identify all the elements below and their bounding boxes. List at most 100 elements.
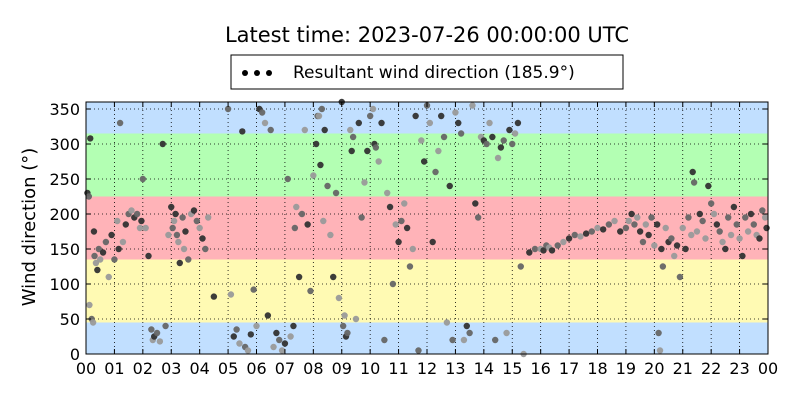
data-point-229 <box>725 214 732 221</box>
data-point-222 <box>705 182 712 190</box>
data-point-166 <box>509 140 516 148</box>
data-point-37 <box>162 322 169 330</box>
data-point-228 <box>722 245 729 253</box>
data-point-197 <box>642 221 650 228</box>
data-point-217 <box>690 179 698 186</box>
x-tick-label-3: 03 <box>161 359 181 378</box>
data-point-122 <box>384 189 391 197</box>
legend: Resultant wind direction (185.9°) <box>230 54 624 90</box>
y-tick-label-0: 0 <box>70 345 80 364</box>
data-point-40 <box>169 224 176 232</box>
data-point-153 <box>472 200 479 207</box>
data-point-132 <box>412 112 419 120</box>
data-point-194 <box>634 214 641 221</box>
data-point-200 <box>651 242 658 249</box>
data-point-119 <box>375 158 382 165</box>
data-point-139 <box>432 168 439 176</box>
data-point-14 <box>105 273 112 281</box>
x-tick-label-7: 07 <box>275 359 295 378</box>
data-point-183 <box>582 230 590 237</box>
data-point-28 <box>139 175 147 183</box>
data-point-52 <box>193 217 201 225</box>
data-point-140 <box>435 147 442 155</box>
data-point-202 <box>655 329 662 337</box>
data-point-143 <box>443 319 451 326</box>
data-point-15 <box>108 231 115 239</box>
data-point-113 <box>361 179 368 186</box>
data-point-25 <box>133 210 141 218</box>
data-point-87 <box>304 221 311 228</box>
data-point-41 <box>170 217 178 225</box>
x-tick-label-19: 19 <box>616 359 636 378</box>
data-point-240 <box>756 235 763 242</box>
data-point-238 <box>750 221 757 228</box>
data-point-12 <box>99 249 107 256</box>
data-point-162 <box>497 144 505 151</box>
data-point-106 <box>344 329 351 337</box>
data-point-164 <box>503 329 510 337</box>
data-point-120 <box>378 119 385 127</box>
data-point-128 <box>401 200 408 207</box>
data-point-49 <box>185 256 192 263</box>
data-point-160 <box>492 336 499 344</box>
data-point-1 <box>85 193 93 200</box>
data-point-99 <box>330 273 337 281</box>
data-point-77 <box>278 347 286 354</box>
data-point-165 <box>506 126 513 134</box>
data-point-53 <box>196 224 203 232</box>
x-tick-label-5: 05 <box>218 359 238 378</box>
data-point-42 <box>172 210 179 218</box>
x-tick-label-13: 13 <box>445 359 465 378</box>
data-point-191 <box>625 217 632 225</box>
data-point-133 <box>415 347 422 354</box>
x-tick-label-11: 11 <box>388 359 408 378</box>
data-point-2 <box>86 301 93 309</box>
data-point-108 <box>348 147 355 155</box>
data-point-61 <box>233 326 240 333</box>
data-point-21 <box>122 221 129 228</box>
data-point-163 <box>500 137 507 144</box>
x-tick-label-17: 17 <box>559 359 579 378</box>
data-point-189 <box>617 228 624 235</box>
x-tick-label-10: 10 <box>360 359 380 378</box>
data-point-36 <box>159 140 166 148</box>
data-point-178 <box>554 242 561 249</box>
data-point-45 <box>176 259 183 267</box>
data-point-174 <box>540 247 547 254</box>
data-point-231 <box>730 203 738 211</box>
data-point-216 <box>689 168 696 176</box>
data-point-72 <box>264 312 272 319</box>
data-point-60 <box>230 333 237 340</box>
x-tick-label-21: 21 <box>673 359 693 378</box>
data-point-31 <box>148 326 155 333</box>
data-point-56 <box>204 214 212 221</box>
data-point-48 <box>182 228 189 235</box>
axis-ticks <box>85 102 769 355</box>
data-point-169 <box>517 263 524 270</box>
data-points <box>84 98 770 358</box>
data-point-209 <box>671 252 678 260</box>
y-tick-label-5: 250 <box>49 170 80 189</box>
x-tick-label-0: 00 <box>76 359 96 378</box>
data-point-195 <box>636 228 644 235</box>
data-point-115 <box>366 112 374 120</box>
data-point-16 <box>111 256 118 263</box>
data-point-96 <box>321 126 328 134</box>
data-point-124 <box>389 280 397 288</box>
y-tick-label-6: 300 <box>49 135 80 154</box>
data-point-35 <box>156 338 164 345</box>
data-point-68 <box>253 322 260 330</box>
x-tick-label-18: 18 <box>587 359 607 378</box>
x-tick-label-14: 14 <box>474 359 494 378</box>
data-point-19 <box>116 119 124 127</box>
x-tick-label-6: 06 <box>246 359 266 378</box>
data-point-5 <box>89 319 97 326</box>
x-tick-labels: 00 01 02 03 04 05 06 07 08 09 10 11 12 13 14 15 16 17 18 19… <box>76 359 778 378</box>
data-point-3 <box>87 135 94 142</box>
data-point-187 <box>605 221 613 228</box>
data-point-154 <box>474 214 482 221</box>
data-point-78 <box>281 340 289 347</box>
data-point-84 <box>295 273 303 281</box>
data-point-116 <box>369 105 377 113</box>
data-point-126 <box>395 238 402 246</box>
